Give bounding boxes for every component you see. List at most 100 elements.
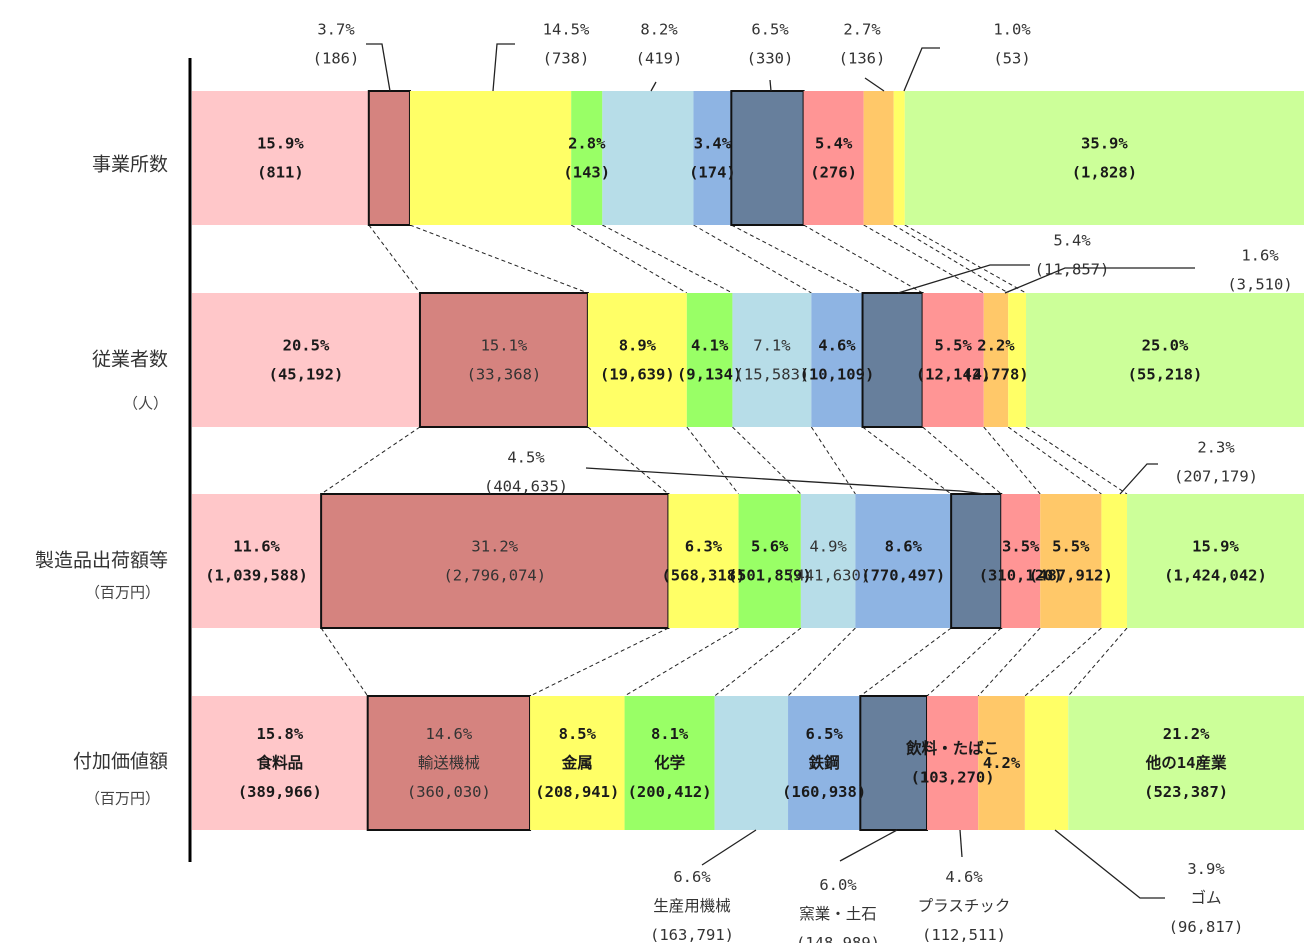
connector-line bbox=[862, 426, 952, 495]
connector-line bbox=[863, 224, 984, 294]
bar-segment bbox=[366, 695, 532, 831]
data-label: 飲料・たばこ(103,270) bbox=[905, 739, 999, 787]
connector-line bbox=[977, 627, 1041, 697]
data-label: 4.6% (10,109) bbox=[800, 337, 875, 384]
bar-segment bbox=[800, 494, 856, 628]
callout-line bbox=[366, 43, 391, 92]
bar-segment bbox=[861, 292, 924, 428]
callout-line bbox=[492, 43, 515, 92]
data-label: 14.6%輸送機械(360,030) bbox=[407, 725, 491, 801]
bar-segment bbox=[732, 293, 812, 427]
connector-line bbox=[1007, 426, 1102, 495]
bar-segment bbox=[367, 90, 411, 226]
data-label: 20.5% (45,192) bbox=[269, 337, 344, 384]
callouts: 3.7% (186) 14.5% (738) 8.2% (419) 6.5% (330) 2.7… bbox=[313, 21, 1293, 943]
callout-label: 6.5% (330) bbox=[747, 21, 794, 68]
bar-segment bbox=[686, 293, 733, 427]
bar-segment bbox=[950, 493, 1003, 629]
callout-line bbox=[839, 829, 898, 862]
bar-segment bbox=[668, 494, 739, 628]
data-label: 35.9% (1,828) bbox=[1072, 135, 1137, 182]
data-label: 15.1% (33,368) bbox=[467, 337, 542, 384]
bar-segment bbox=[904, 91, 1304, 225]
bar-segment bbox=[602, 91, 694, 225]
connector-line bbox=[904, 224, 1027, 294]
connector-line bbox=[803, 224, 923, 294]
connector-line bbox=[587, 426, 669, 495]
row-label-value-added: 付加価値額 bbox=[73, 751, 168, 773]
data-label: 8.6% (770,497) bbox=[861, 538, 945, 585]
callout-label: 3.9%ゴム(96,817) bbox=[1169, 860, 1244, 936]
connector-line bbox=[810, 426, 856, 495]
row-label-employees: 従業者数 bbox=[92, 349, 168, 371]
connector-lines bbox=[320, 224, 1128, 697]
callout-label: 2.7% (136) bbox=[839, 21, 886, 68]
connector-line bbox=[787, 627, 856, 697]
callout-label: 14.5% (738) bbox=[543, 21, 590, 68]
row-label-shipments: 製造品出荷額等 bbox=[35, 550, 168, 572]
bar-segment bbox=[788, 696, 861, 830]
callout-label: 3.7% (186) bbox=[313, 21, 360, 68]
callout-label: 1.6% (3,510) bbox=[1227, 247, 1292, 294]
data-label: 21.2%他の14産業(523,387) bbox=[1144, 725, 1228, 801]
bar-segment bbox=[693, 91, 732, 225]
bar-segment bbox=[1127, 494, 1304, 628]
bar-segment bbox=[811, 293, 863, 427]
callout-line bbox=[959, 829, 963, 858]
connector-line bbox=[320, 426, 421, 495]
bar-segment bbox=[855, 494, 952, 628]
bar-segment bbox=[730, 90, 805, 226]
connector-line bbox=[529, 627, 669, 697]
connector-line bbox=[1024, 627, 1102, 697]
connector-line bbox=[860, 627, 952, 697]
connector-line bbox=[714, 627, 802, 697]
callout-line bbox=[897, 264, 1030, 294]
bar-segment bbox=[927, 696, 979, 830]
connector-line bbox=[983, 426, 1041, 495]
callout-line bbox=[769, 79, 772, 92]
data-label: 7.1% (15,583) bbox=[735, 337, 810, 384]
row-unit-shipments: （百万円） bbox=[85, 584, 160, 602]
bar-segment bbox=[738, 494, 801, 628]
bar-segment bbox=[1026, 293, 1304, 427]
bar-segment bbox=[1101, 494, 1128, 628]
callout-line bbox=[650, 81, 657, 92]
bar-segment bbox=[192, 494, 322, 628]
bar-segment bbox=[1024, 696, 1069, 830]
connector-line bbox=[922, 426, 1002, 495]
connector-line bbox=[320, 627, 369, 697]
callout-line bbox=[903, 47, 940, 92]
bar-segment bbox=[418, 292, 589, 428]
bar-segment bbox=[192, 293, 420, 427]
connector-line bbox=[624, 627, 739, 697]
callout-line bbox=[1004, 267, 1195, 294]
data-label: 11.6% (1,039,588) bbox=[205, 538, 308, 585]
connector-line bbox=[368, 224, 421, 294]
bar-segment bbox=[320, 493, 670, 629]
data-label: 8.1%化学(200,412) bbox=[628, 725, 712, 801]
data-label: 6.5%鉄鋼(160,938) bbox=[782, 725, 866, 801]
connector-line bbox=[1025, 426, 1128, 495]
data-label: 25.0% (55,218) bbox=[1128, 337, 1203, 384]
callout-line bbox=[1119, 463, 1158, 495]
bar-segment bbox=[192, 696, 368, 830]
bar-segment bbox=[1068, 696, 1304, 830]
callout-label: 6.6%生産用機械(163,791) bbox=[650, 868, 734, 943]
data-label: 15.8%食料品(389,966) bbox=[238, 725, 322, 801]
data-label: 5.5% (12,142) bbox=[916, 337, 991, 384]
data-label: 5.5% (487,912) bbox=[1029, 538, 1113, 585]
bar-segment bbox=[571, 91, 603, 225]
callout-line bbox=[864, 77, 885, 92]
data-label: 15.9% (811) bbox=[257, 135, 304, 182]
data-label: 15.9% (1,424,042) bbox=[1164, 538, 1267, 585]
data-label: 8.5%金属(208,941) bbox=[535, 725, 619, 801]
bar-segment bbox=[587, 293, 687, 427]
bar-segment bbox=[978, 696, 1025, 830]
connector-line bbox=[570, 224, 688, 294]
bar-segment bbox=[714, 696, 789, 830]
row-unit-employees: （人） bbox=[123, 395, 168, 413]
callout-label: 8.2% (419) bbox=[636, 21, 683, 68]
data-label: 4.9% (441,630) bbox=[786, 538, 870, 585]
bar-segment bbox=[803, 91, 864, 225]
bar-segment bbox=[893, 91, 905, 225]
